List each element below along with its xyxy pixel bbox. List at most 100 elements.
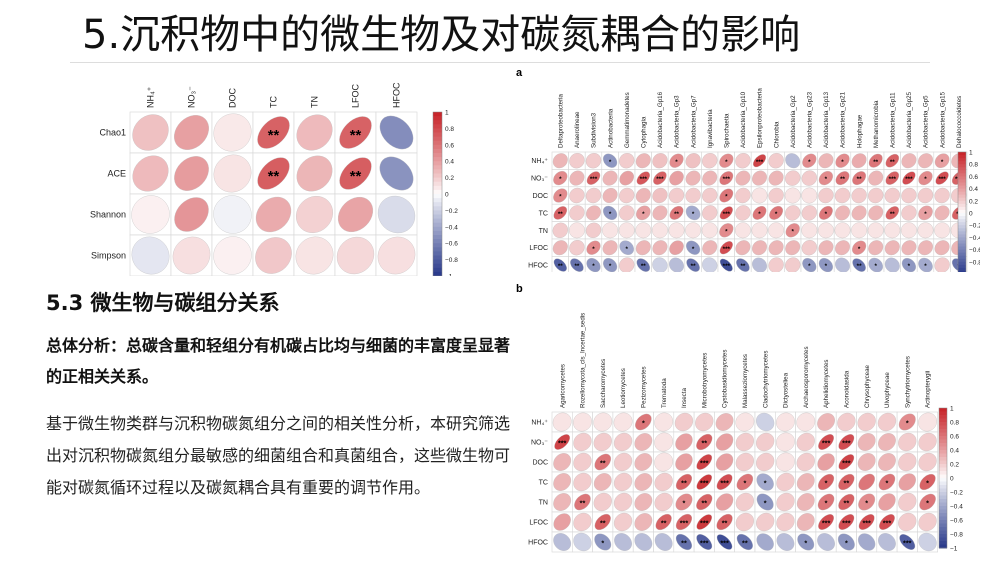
- correlation-ellipse: [652, 205, 668, 221]
- correlation-ellipse: [685, 205, 701, 221]
- legend-color-step: [939, 411, 947, 416]
- correlation-ellipse: [917, 222, 934, 239]
- column-label: Gemmatimonadetes: [624, 92, 631, 148]
- significance-label: *: [592, 246, 595, 253]
- row-label: HFOC: [528, 539, 548, 546]
- column-label: Epsilonproteobacteria: [757, 88, 764, 148]
- legend-color-step: [433, 226, 442, 232]
- legend-color-step: [958, 243, 966, 248]
- correlation-ellipse: [801, 205, 817, 221]
- correlation-ellipse: [553, 533, 572, 551]
- legend-tick-label: 0.4: [445, 159, 454, 166]
- column-label: DOC: [228, 88, 238, 109]
- column-label: Archaeosporomycetes: [803, 346, 810, 408]
- correlation-ellipse: [868, 205, 884, 221]
- row-label: TN: [539, 228, 548, 235]
- column-label: Ulvophyceae: [884, 372, 891, 408]
- correlation-ellipse: [796, 493, 815, 511]
- legend-color-step: [939, 432, 947, 437]
- column-label: Acidobacteria_Gp2: [790, 95, 797, 148]
- correlation-ellipse: [756, 512, 775, 532]
- correlation-ellipse: [868, 240, 884, 256]
- correlation-ellipse: [736, 533, 753, 551]
- correlation-ellipse: [756, 493, 774, 511]
- legend-color-step: [433, 218, 442, 224]
- correlation-ellipse: [603, 205, 618, 220]
- legend-color-step: [939, 478, 947, 482]
- significance-label: **: [890, 211, 895, 218]
- correlation-ellipse: [857, 412, 876, 432]
- significance-label: ***: [590, 176, 598, 183]
- correlation-ellipse: [593, 473, 612, 491]
- correlation-ellipse: [669, 257, 684, 272]
- significance-label: *: [808, 159, 811, 166]
- significance-label: ***: [723, 263, 731, 270]
- legend-tick-label: 0.4: [950, 448, 959, 455]
- correlation-ellipse: [801, 187, 818, 204]
- significance-label: *: [791, 228, 794, 235]
- significance-label: ***: [720, 539, 729, 548]
- legend-color-step: [958, 206, 966, 211]
- legend-tick-label: 0.6: [950, 434, 959, 441]
- legend-color-step: [939, 516, 947, 521]
- column-label: Acidobacteria_Gp21: [840, 91, 847, 148]
- legend-color-step: [958, 167, 966, 171]
- legend-color-step: [958, 213, 966, 217]
- correlation-ellipse: [701, 222, 718, 239]
- correlation-ellipse: [174, 156, 209, 191]
- column-label: Cytophagia: [640, 116, 647, 148]
- legend-color-step: [958, 200, 966, 205]
- correlation-ellipse: [654, 533, 673, 551]
- row-label: NO₃⁻: [531, 439, 548, 446]
- correlation-ellipse: [735, 170, 751, 186]
- correlation-ellipse: [553, 171, 568, 186]
- legend-tick-label: −0.8: [969, 259, 980, 266]
- correlation-ellipse: [818, 171, 833, 186]
- legend-tick-label: −0.4: [445, 224, 458, 231]
- correlation-ellipse: [817, 413, 835, 431]
- significance-label: ***: [558, 439, 567, 448]
- significance-label: ***: [822, 439, 831, 448]
- significance-label: *: [559, 176, 562, 183]
- correlation-ellipse: [899, 534, 916, 550]
- column-label: Acidobacteria_Gp15: [939, 91, 946, 148]
- significance-label: ***: [723, 246, 731, 253]
- correlation-ellipse: [818, 240, 834, 256]
- correlation-ellipse: [675, 433, 693, 451]
- correlation-ellipse: [213, 195, 252, 234]
- correlation-ellipse: [594, 513, 611, 531]
- significance-label: *: [764, 499, 767, 508]
- column-label: Trematoda: [661, 378, 668, 408]
- legend-color-step: [433, 243, 442, 248]
- legend-color-step: [433, 165, 442, 170]
- significance-label: ***: [883, 519, 892, 528]
- correlation-ellipse: [685, 170, 701, 186]
- correlation-ellipse: [901, 205, 917, 221]
- correlation-ellipse: [636, 258, 651, 272]
- correlation-ellipse: [918, 257, 933, 272]
- correlation-ellipse: [702, 240, 718, 256]
- correlation-ellipse: [918, 432, 937, 452]
- correlation-ellipse: [851, 187, 867, 204]
- correlation-ellipse: [619, 170, 634, 186]
- correlation-ellipse: [716, 513, 733, 531]
- correlation-ellipse: [719, 258, 733, 272]
- legend-tick-label: −0.4: [950, 504, 963, 511]
- correlation-ellipse: [716, 534, 733, 550]
- correlation-ellipse: [918, 205, 933, 221]
- correlation-ellipse: [918, 412, 937, 432]
- correlation-ellipse: [857, 533, 876, 551]
- correlation-ellipse: [573, 452, 592, 472]
- significance-label: ***: [700, 459, 709, 468]
- correlation-ellipse: [776, 432, 795, 452]
- significance-label: ***: [700, 519, 709, 528]
- legend-color-step: [958, 164, 966, 168]
- column-label: Acidobacteria_Gp10: [740, 91, 747, 148]
- correlation-ellipse: [339, 116, 372, 149]
- correlation-ellipse: [817, 533, 835, 551]
- correlation-ellipse: [877, 412, 897, 432]
- legend-color-step: [958, 155, 966, 159]
- correlation-ellipse: [635, 240, 651, 256]
- correlation-ellipse: [934, 257, 950, 272]
